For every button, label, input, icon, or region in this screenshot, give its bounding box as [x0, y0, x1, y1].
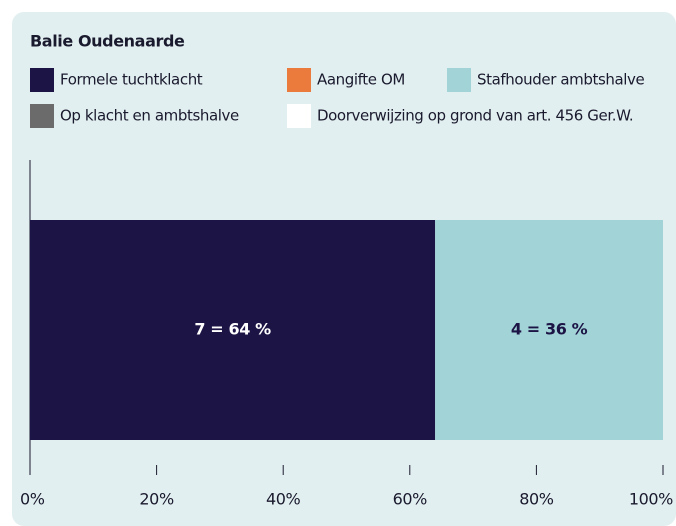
x-tick-label: 80%	[519, 490, 554, 509]
legend-label: Stafhouder ambtshalve	[477, 71, 645, 89]
x-tick-label: 100%	[629, 490, 673, 509]
bar-segment	[30, 220, 436, 440]
chart-title: Balie Oudenaarde	[30, 32, 185, 51]
legend-label: Aangifte OM	[317, 71, 405, 89]
x-tick-label: 60%	[393, 490, 428, 509]
bar-segment	[435, 220, 663, 440]
legend-swatch	[447, 68, 471, 92]
data-label: 4 = 36 %	[511, 320, 588, 339]
x-tick-label: 40%	[266, 490, 301, 509]
legend-label: Op klacht en ambtshalve	[60, 107, 239, 125]
legend-swatch	[287, 68, 311, 92]
legend-swatch	[30, 68, 54, 92]
legend-swatch	[30, 104, 54, 128]
legend-swatch	[287, 104, 311, 128]
x-tick-label: 20%	[139, 490, 174, 509]
x-tick-label: 0%	[20, 490, 45, 509]
data-label: 7 = 64 %	[194, 320, 271, 339]
legend-label: Doorverwijzing op grond van art. 456 Ger…	[317, 107, 633, 125]
legend-label: Formele tuchtklacht	[60, 71, 203, 89]
